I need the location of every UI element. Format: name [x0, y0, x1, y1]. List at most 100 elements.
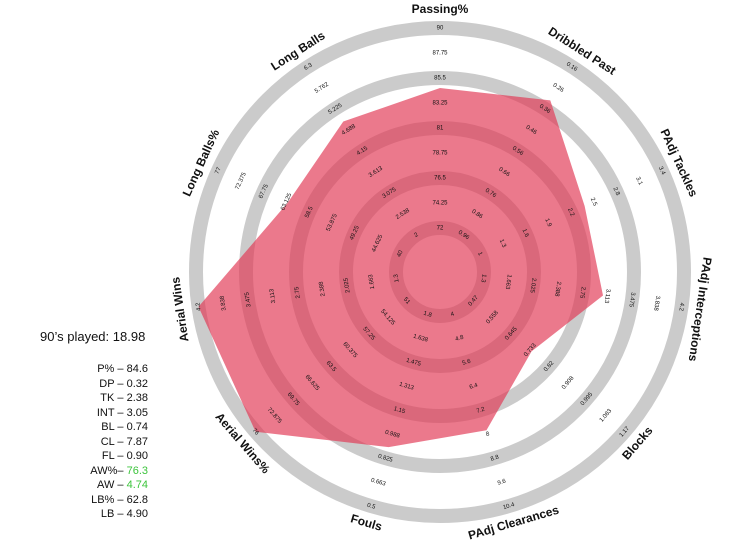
tick-label: 2.5 [589, 197, 598, 208]
stat-label: INT – [96, 406, 124, 419]
tick-label: 2.388 [553, 281, 561, 297]
tick-label: 49.25 [349, 225, 361, 242]
tick-label: 0.86 [470, 209, 484, 221]
stat-row: LB – 4.90 [50, 507, 148, 522]
stat-row: INT – 3.05 [50, 406, 148, 421]
tick-label: 0.36 [538, 104, 552, 116]
tick-label: 3.475 [627, 292, 635, 308]
stat-label: DP – [99, 377, 124, 390]
tick-label: 72.375 [235, 171, 248, 191]
played-value: 18.98 [112, 329, 146, 344]
played-line: 90’s played: 18.98 [40, 329, 145, 344]
tick-label: 1.083 [599, 408, 614, 424]
stat-label: P% – [97, 363, 124, 375]
tick-label: 72 [437, 226, 444, 232]
tick-label: 1.313 [398, 382, 415, 392]
tick-label: 77 [214, 166, 223, 175]
tick-label: 1.9 [543, 218, 552, 229]
tick-label: 4.2 [677, 302, 684, 312]
tick-label: 3.838 [652, 295, 660, 311]
stat-value: 4.74 [126, 479, 148, 491]
stat-label: AW – [97, 479, 124, 491]
stat-row: AW%– 76.3 [50, 464, 148, 479]
tick-label: 3.1 [634, 176, 643, 187]
tick-label: 3.838 [220, 295, 228, 311]
tick-label: 1.475 [405, 358, 422, 368]
tick-label: 1 [476, 251, 483, 257]
stat-value: 4.90 [126, 508, 148, 520]
stat-row: CL – 7.87 [50, 435, 148, 450]
tick-label: 0.66 [497, 167, 511, 179]
tick-label: 90 [437, 26, 444, 32]
tick-label: 3.475 [244, 291, 252, 307]
stat-row: DP – 0.32 [50, 377, 148, 392]
tick-label: 1.15 [393, 406, 407, 415]
stat-row: P% – 84.6 [50, 362, 148, 377]
stat-row: FL – 0.90 [50, 449, 148, 464]
tick-label: 1.663 [504, 274, 512, 290]
tick-label: 10.4 [502, 502, 516, 511]
tick-label: 0.76 [484, 188, 498, 200]
tick-label: 76.5 [434, 176, 446, 182]
stat-row: LB% – 62.8 [50, 493, 148, 508]
stat-value: 2.38 [126, 392, 148, 404]
stat-value: 3.05 [126, 406, 148, 419]
tick-label: 74.25 [432, 201, 448, 207]
axis-label: Passing% [412, 2, 469, 16]
tick-label: 1.3 [393, 273, 400, 283]
stat-row: AW – 4.74 [50, 478, 148, 493]
tick-label: 1.663 [368, 273, 376, 289]
tick-label: 51 [402, 297, 411, 306]
tick-label: 2.8 [611, 187, 620, 198]
stat-label: TK – [100, 392, 124, 404]
tick-label: 0.825 [377, 454, 394, 464]
stat-row: TK – 2.38 [50, 391, 148, 406]
tick-label: 1.6 [521, 228, 530, 239]
tick-label: 0.5 [366, 503, 376, 511]
tick-label: 0.16 [565, 62, 579, 74]
tick-label: 8 [485, 431, 491, 438]
tick-label: 78.75 [432, 151, 448, 157]
stat-label: CL – [100, 435, 124, 448]
tick-label: 1.3 [498, 239, 507, 250]
tick-label: 85.5 [434, 76, 446, 82]
tick-label: 0.56 [511, 146, 525, 158]
tick-label: 0.46 [525, 125, 539, 137]
tick-label: 4.15 [356, 145, 370, 157]
stat-label: LB% – [91, 493, 124, 506]
tick-label: 67.75 [258, 183, 270, 200]
tick-label: 1.3 [479, 274, 486, 284]
stat-label: FL – [101, 450, 124, 462]
tick-label: 0.908 [561, 375, 576, 391]
tick-label: 6.4 [469, 382, 479, 390]
axis-label: Aerial Wins [168, 276, 191, 343]
grid-ring [189, 21, 691, 523]
tick-label: 3.113 [603, 288, 611, 304]
tick-label: 4.8 [455, 335, 465, 343]
tick-label: 76 [251, 428, 260, 437]
tick-label: 3.113 [269, 288, 277, 304]
tick-label: 3.4 [657, 166, 666, 177]
tick-label: 2.025 [528, 277, 536, 293]
tick-label: 58.5 [304, 205, 315, 219]
tick-label: 4 [450, 311, 456, 318]
played-label: 90’s played: [40, 329, 110, 344]
stat-label: LB – [100, 508, 124, 520]
tick-label: 2.75 [294, 286, 302, 299]
tick-label: 1.638 [412, 334, 429, 344]
tick-label: 5.762 [314, 81, 330, 95]
tick-label: 7.2 [476, 406, 486, 414]
tick-label: 9.6 [497, 478, 507, 486]
radar-area [198, 88, 604, 448]
tick-label: 2.388 [319, 280, 327, 296]
tick-label: 40 [396, 249, 405, 258]
tick-label: 8.8 [490, 454, 500, 462]
tick-label: 81 [437, 126, 444, 132]
stat-value: 0.90 [126, 450, 148, 462]
tick-label: 1.8 [423, 311, 433, 319]
tick-label: 2 [413, 232, 420, 239]
tick-label: 0.663 [370, 478, 387, 488]
stat-row: BL – 0.74 [50, 420, 148, 435]
